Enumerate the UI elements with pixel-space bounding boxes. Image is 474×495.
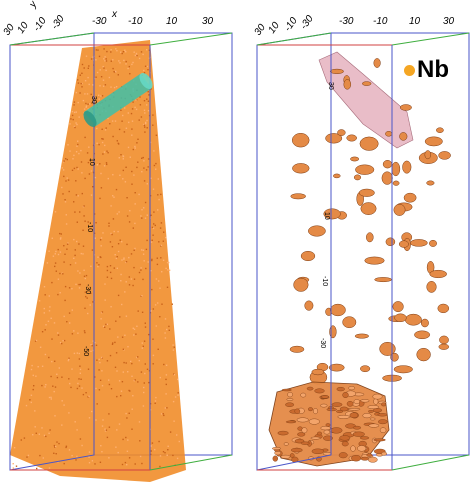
z-tick-3: -30 [84,284,91,294]
circle-icon [404,64,415,76]
z-tick-2: -10 [321,276,328,286]
x-tick-1: -10 [128,16,143,27]
y-tick-3: -30 [49,13,67,32]
atom-map-view: x -30 -10 10 30 y 30 10 -10 -30 30 10 -1… [1,0,233,482]
z-tick-1: 10 [88,158,95,166]
box-edge-y [391,32,470,46]
x-axis-label: x [111,9,118,20]
box-edge-y2 [256,32,332,46]
x-tick-3: 30 [202,16,214,27]
x-tick-2: 10 [166,16,178,27]
z-tick-2: -10 [86,222,93,232]
y-tick-1: 10 [266,20,282,36]
y-axis-label: y [27,0,40,11]
isosurface-panel: -30 -10 10 30 30 10 -10 -30 30 10 -10 -3… [237,0,474,495]
roi-cylinder [83,73,153,127]
isosurface-view: -30 -10 10 30 30 10 -10 -30 30 10 -10 -3… [252,13,470,471]
y-tick-1: 10 [15,20,31,36]
legend-label: Nb [417,56,449,83]
box-edge-y [149,32,233,46]
nb-precipitates [289,58,451,385]
z-tick-1: 10 [323,212,330,220]
atom-map-panel: x -30 -10 10 30 y 30 10 -10 -30 30 10 -1… [1,0,233,482]
y-tick-3: -30 [298,13,316,32]
x-tick-1: -10 [373,16,388,27]
box-bottom-right [391,454,470,471]
atom-speckle [12,48,180,470]
box-edge-y2 [9,32,95,46]
z-tick-4: -50 [82,346,89,356]
z-tick-0: 30 [90,96,97,104]
x-tick-0: -30 [339,16,354,27]
x-tick-3: 30 [443,16,455,27]
z-tick-0: 30 [327,82,334,90]
x-tick-0: -30 [92,16,107,27]
z-tick-3: -30 [319,338,326,348]
legend: Nb [404,58,449,82]
cluster-texture [272,386,388,463]
y-tick-2: -10 [282,15,300,34]
x-tick-2: 10 [409,16,421,27]
box-bottom-right [149,454,233,471]
grain-boundary-surface [318,51,414,149]
y-tick-2: -10 [31,15,49,34]
